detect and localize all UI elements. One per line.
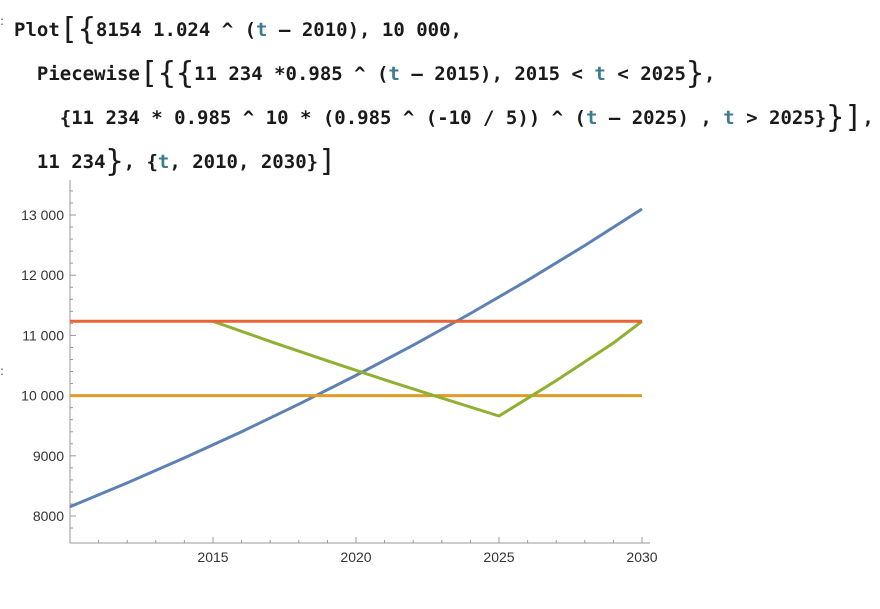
code-line: Piecewise[{{11 234 *0.985 ^ (t – 2015), … — [0, 52, 874, 96]
code-token: , 2010, 2030} — [169, 151, 319, 173]
code-token: , { — [123, 151, 158, 173]
cell-marker: : — [0, 14, 5, 28]
y-tick-label: 8000 — [33, 508, 64, 524]
x-tick-label: 2015 — [197, 549, 228, 565]
x-tick-label: 2025 — [483, 549, 514, 565]
code-line: {11 234 * 0.985 ^ 10 * (0.985 ^ (-10 / 5… — [0, 96, 874, 140]
code-variable: t — [388, 63, 400, 85]
code-token: } — [826, 100, 845, 135]
code-token: > 2025} — [734, 107, 827, 129]
series-line — [69, 207, 643, 509]
code-token: { — [157, 56, 176, 91]
code-token: – 2010), 10 000, — [267, 19, 462, 41]
code-token: Piecewise — [14, 63, 140, 85]
code-variable: t — [594, 63, 606, 85]
code-token: { — [77, 12, 96, 47]
code-token: {11 234 * 0.985 ^ 10 * (0.985 ^ (-10 / 5… — [14, 107, 586, 129]
y-tick-label: 11 000 — [22, 327, 64, 343]
code-token: [ — [59, 12, 78, 47]
code-token: , — [862, 107, 874, 129]
y-tick-label: 12 000 — [21, 267, 64, 283]
y-tick-label: 9000 — [33, 448, 64, 464]
code-token: 11 234 — [14, 151, 106, 173]
code-token: , — [704, 63, 716, 85]
code-token: ] — [844, 100, 863, 135]
code-token: – 2025) , — [597, 107, 724, 129]
code-token: } — [685, 56, 705, 91]
x-tick-label: 2020 — [340, 549, 371, 565]
x-tick-label: 2030 — [626, 549, 657, 565]
y-tick-label: 13 000 — [21, 207, 64, 223]
code-token: – 2015), 2015 < — [399, 63, 595, 85]
code-token: ] — [318, 144, 337, 179]
code-variable: t — [256, 19, 268, 41]
code-variable: t — [585, 107, 598, 129]
code-variable: t — [157, 151, 170, 173]
y-tick-label: 10 000 — [21, 388, 64, 404]
output-marker: : — [0, 364, 5, 378]
code-line: 11 234}, {t, 2010, 2030}] — [0, 140, 874, 184]
code-token: } — [105, 144, 124, 179]
series-line — [212, 319, 643, 418]
code-token: { — [175, 56, 195, 91]
code-token: 11 234 *0.985 ^ ( — [194, 63, 389, 85]
code-token: Plot — [14, 19, 60, 41]
code-variable: t — [723, 107, 735, 129]
code-token: < 2025 — [605, 63, 686, 85]
code-line: Plot[{8154 1.024 ^ (t – 2010), 10 000, — [0, 8, 874, 52]
code-token: 8154 1.024 ^ ( — [95, 19, 257, 41]
code-input[interactable]: Plot[{8154 1.024 ^ (t – 2010), 10 000, P… — [0, 8, 874, 184]
code-token: [ — [139, 56, 158, 91]
